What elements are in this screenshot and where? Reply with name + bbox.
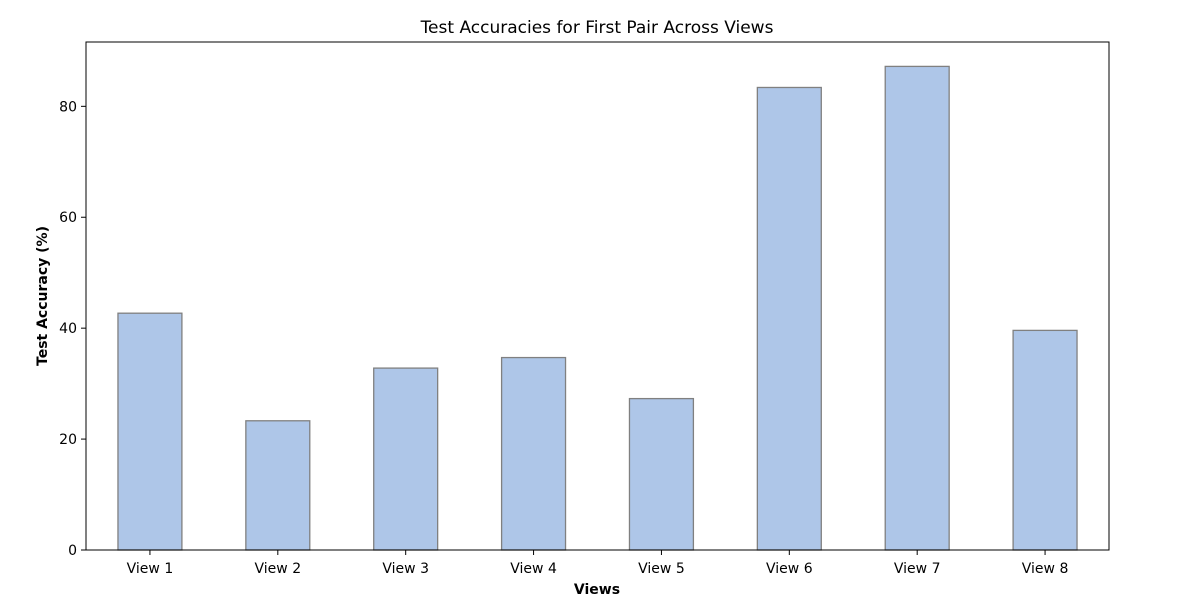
x-tick-label: View 3 [382,561,429,577]
x-tick-label: View 8 [1022,561,1069,577]
x-tick-label: View 7 [894,561,941,577]
bar [628,397,695,551]
x-tick-label: View 4 [510,561,557,577]
bar [500,356,567,551]
y-tick-label: 40 [59,321,77,337]
y-tick-label: 80 [59,99,77,115]
bar [756,86,822,551]
x-tick-label: View 1 [127,561,174,577]
chart-title: Test Accuracies for First Pair Across Vi… [420,18,774,38]
y-axis-label: Test Accuracy (%) [35,226,51,366]
bar [245,420,311,551]
bar [117,312,183,551]
y-axis: 0 20 40 60 80 [59,99,86,559]
x-tick-label: View 2 [255,561,302,577]
plot-frame [85,41,1110,551]
bar [884,65,950,551]
x-tick-label: View 5 [638,561,685,577]
x-tick-label: View 6 [766,561,813,577]
y-tick-label: 0 [68,543,77,559]
x-axis: View 1 View 2 View 3 View 4 View 5 View 6 View… [127,550,1069,577]
y-tick-label: 60 [59,210,77,226]
y-tick-label: 20 [59,432,77,448]
bar [373,367,439,551]
bars-layer [117,65,1078,551]
x-axis-label: Views [574,582,620,598]
bar [1012,329,1078,551]
